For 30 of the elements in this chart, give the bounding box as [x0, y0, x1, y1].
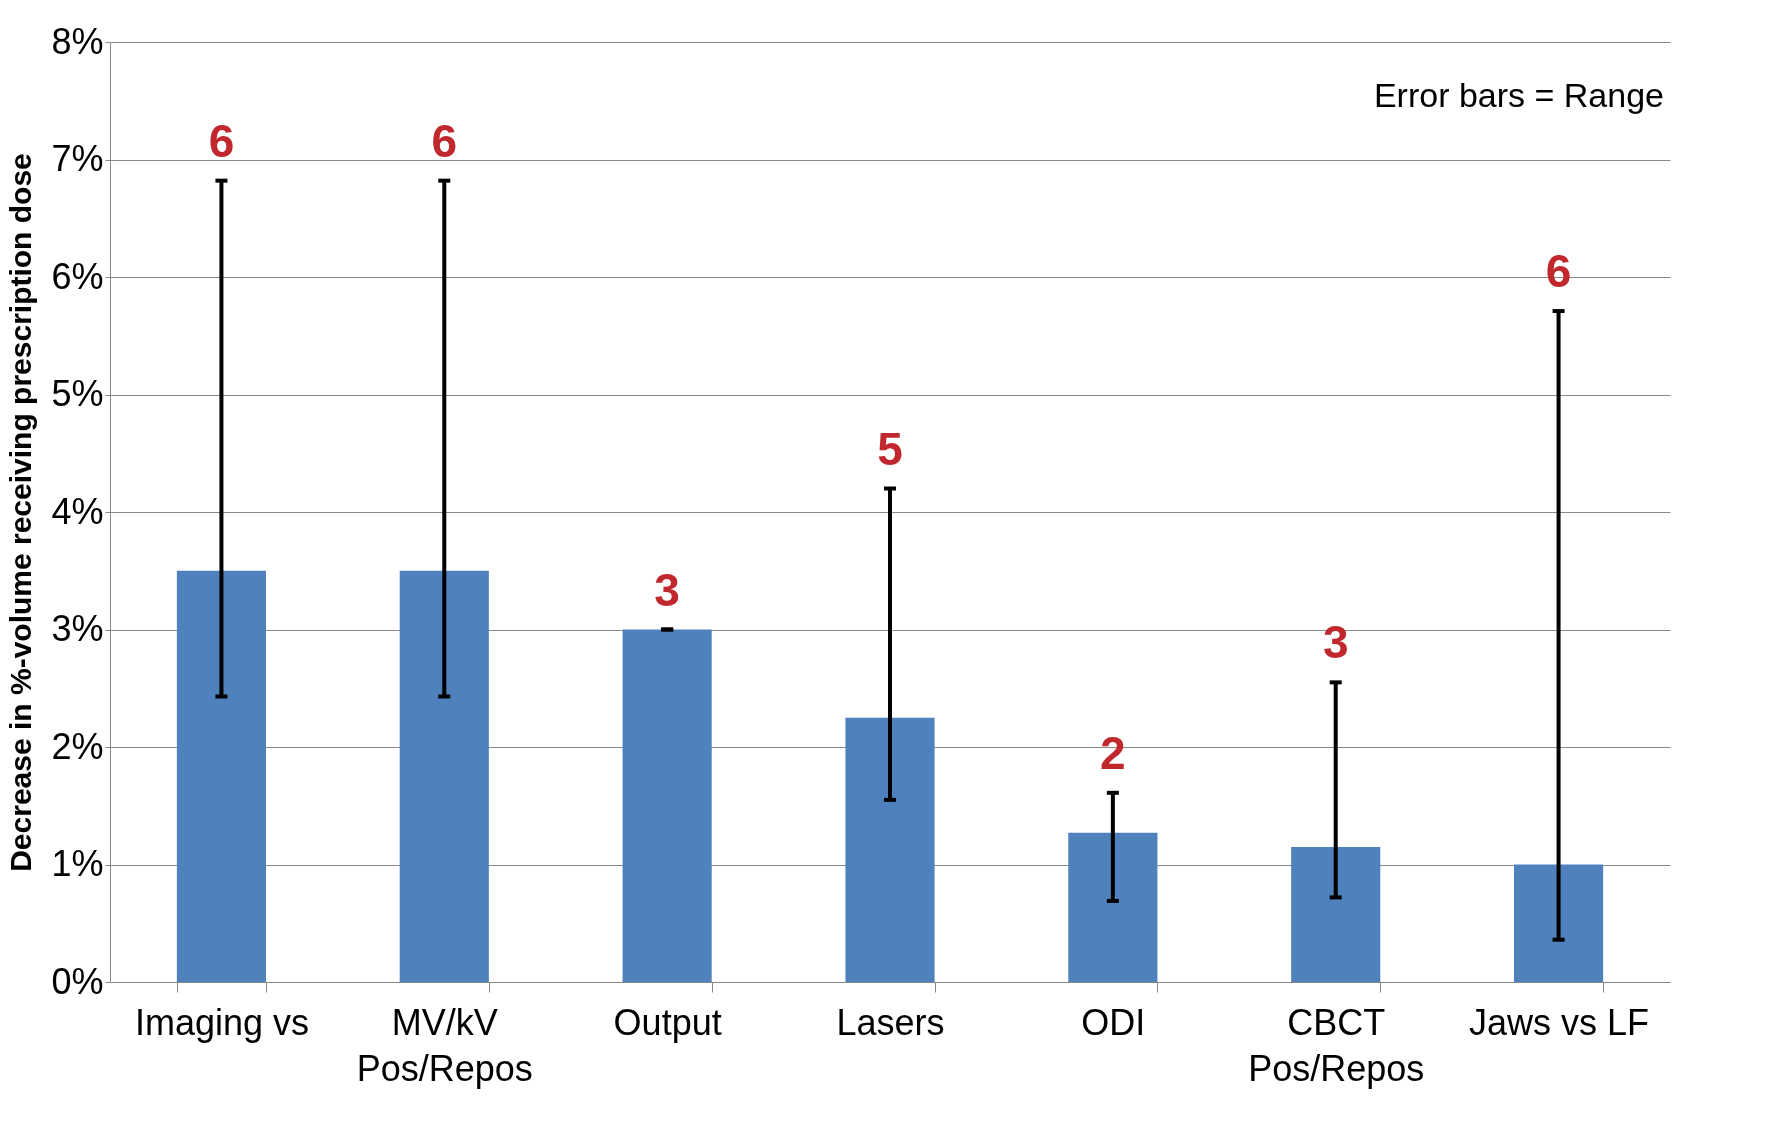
- y-tick-label: 5%: [51, 373, 104, 414]
- annotation: 6: [431, 114, 458, 167]
- bar: [1514, 864, 1604, 982]
- x-tick-label: ODI: [1081, 1001, 1146, 1043]
- annotation: 3: [654, 563, 680, 616]
- x-tick-label: Imaging vs: [134, 1001, 309, 1043]
- x-tick-label: Jaws vs LF: [1469, 1001, 1650, 1043]
- y-tick-label: 4%: [51, 490, 104, 532]
- bar: [1291, 846, 1381, 982]
- bar: [399, 570, 489, 982]
- annotation: 5: [877, 422, 903, 475]
- y-tick-label: 2%: [51, 725, 104, 767]
- bar: [622, 629, 712, 982]
- bar: [176, 570, 266, 982]
- y-tick-label: 3%: [51, 608, 104, 649]
- x-tick-label: CBCT Pos/Repos: [1248, 1001, 1425, 1089]
- annotation: 6: [208, 114, 235, 167]
- y-tick-label: 8%: [51, 20, 104, 62]
- x-tick-label: Lasers: [836, 1001, 945, 1043]
- y-tick-label: 1%: [51, 843, 104, 884]
- bar: [1068, 832, 1158, 982]
- x-tick-label: Output: [613, 1001, 722, 1043]
- y-axis-title: Decrease in %-volume receiving prescription dose: [4, 153, 38, 872]
- annotation: Error bars = Range: [1373, 76, 1664, 114]
- bar: [845, 717, 935, 982]
- x-tick-label: MV/kV Pos/Repos: [356, 1001, 533, 1089]
- annotation: 3: [1322, 616, 1349, 669]
- y-tick-label: 0%: [51, 960, 104, 1002]
- y-tick-label: 7%: [51, 138, 104, 179]
- y-tick-label: 6%: [51, 255, 104, 297]
